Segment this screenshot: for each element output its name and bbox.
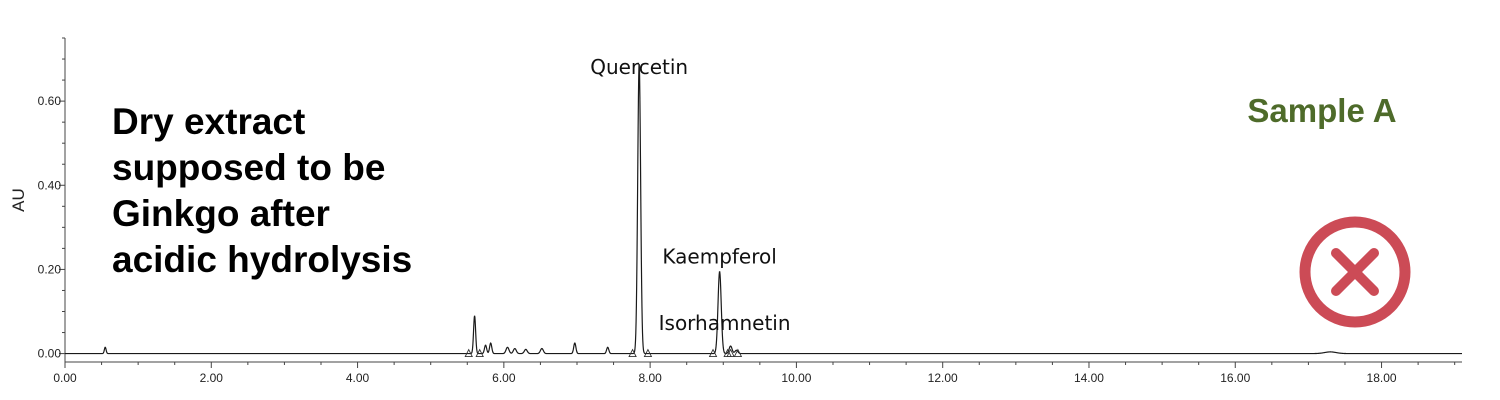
y-axis-label: AU bbox=[9, 188, 28, 212]
sample-label: Sample A bbox=[1247, 92, 1396, 129]
peak-label: Kaempferol bbox=[662, 245, 776, 269]
cross-circle-icon bbox=[1299, 216, 1411, 328]
x-tick-label: 16.00 bbox=[1220, 371, 1250, 385]
peak-annotations: Quercetin Kaempferol Isorhamnetin bbox=[590, 55, 790, 335]
x-tick-label: 12.00 bbox=[928, 371, 958, 385]
description-line-3: Ginkgo after bbox=[112, 193, 330, 234]
integration-markers bbox=[464, 348, 743, 358]
peak-label: Quercetin bbox=[590, 55, 688, 79]
y-tick-label: 0.60 bbox=[38, 94, 62, 108]
y-tick-label: 0.40 bbox=[38, 178, 62, 192]
axes: 0.00 2.00 4.00 6.00 8.00 10.00 12.00 14.00 16.00… bbox=[38, 37, 1462, 385]
x-tick-label: 6.00 bbox=[492, 371, 516, 385]
y-tick-label: 0.00 bbox=[38, 347, 62, 361]
y-tick-label: 0.20 bbox=[38, 262, 62, 276]
x-tick-label: 4.00 bbox=[346, 371, 370, 385]
description-line-2: supposed to be bbox=[112, 147, 385, 188]
integration-marker bbox=[475, 348, 484, 358]
x-tick-label: 14.00 bbox=[1074, 371, 1104, 385]
y-minor-ticks bbox=[59, 37, 65, 355]
integration-marker bbox=[464, 348, 473, 358]
integration-marker bbox=[733, 348, 743, 358]
chromatogram-trace bbox=[65, 64, 1462, 355]
description-line-4: acidic hydrolysis bbox=[112, 239, 412, 280]
description-line-1: Dry extract bbox=[112, 101, 305, 142]
x-tick-label: 0.00 bbox=[53, 371, 77, 385]
x-tick-label: 8.00 bbox=[638, 371, 662, 385]
integration-marker bbox=[628, 348, 637, 358]
cross-circle-ring bbox=[1299, 216, 1411, 328]
integration-marker bbox=[643, 348, 653, 358]
integration-marker bbox=[708, 348, 718, 358]
x-tick-label: 10.00 bbox=[781, 371, 811, 385]
x-tick-label: 18.00 bbox=[1367, 371, 1397, 385]
x-minor-ticks bbox=[64, 362, 1456, 368]
x-tick-label: 2.00 bbox=[200, 371, 224, 385]
integration-marker bbox=[726, 348, 735, 358]
y-axis-ticks: 0.00 0.20 0.40 0.60 bbox=[38, 94, 62, 360]
peak-label: Isorhamnetin bbox=[659, 311, 791, 335]
x-axis-ticks: 0.00 2.00 4.00 6.00 8.00 10.00 12.00 14.00 16.00… bbox=[53, 371, 1397, 385]
cross-stroke-2 bbox=[1331, 248, 1379, 296]
